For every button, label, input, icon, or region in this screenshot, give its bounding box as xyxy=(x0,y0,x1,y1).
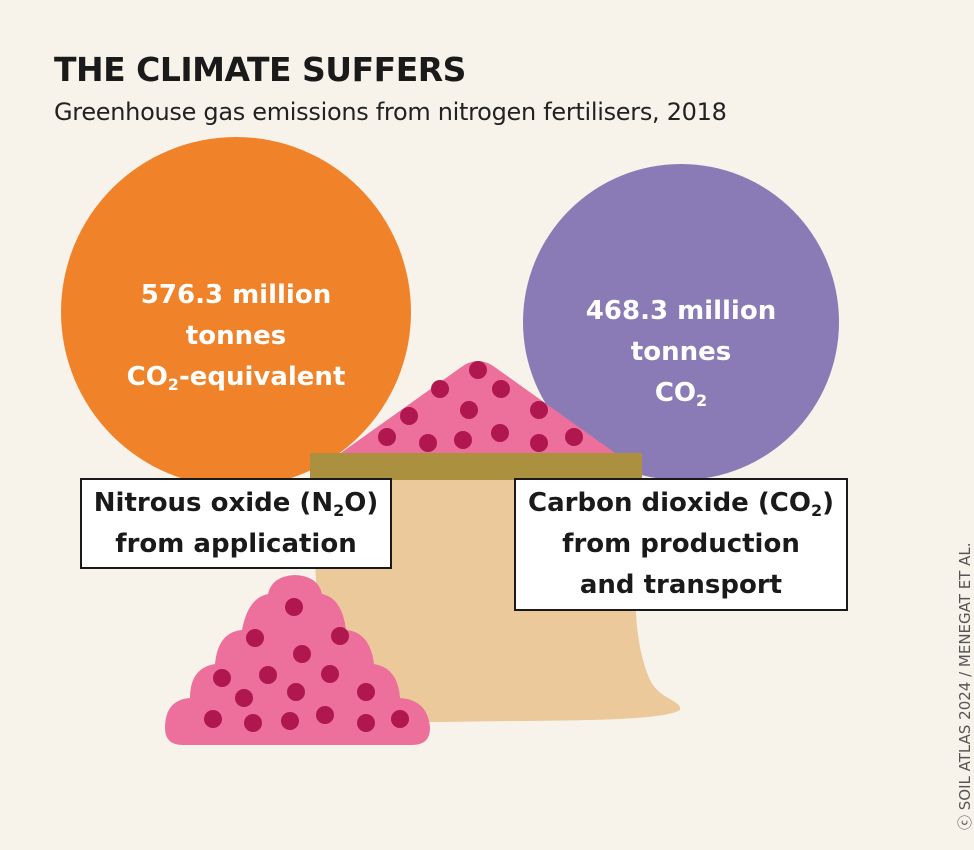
granule-dot xyxy=(331,627,349,645)
granule-dot xyxy=(285,598,303,616)
granule-dot xyxy=(565,428,583,446)
n2o-bubble-value: 576.3 million tonnes CO2-equivalent xyxy=(86,275,386,398)
granule-dot xyxy=(204,710,222,728)
co2-bubble-value: 468.3 million tonnes CO2 xyxy=(531,291,831,414)
co2-label-line1: Carbon dioxide (CO2) xyxy=(528,488,834,520)
co2-unit-line2: CO2 xyxy=(654,378,708,410)
n2o-unit-line2: CO2-equivalent xyxy=(126,362,346,394)
n2o-label-line1: Nitrous oxide (N2O) xyxy=(93,488,379,520)
granule-dot xyxy=(431,380,449,398)
co2-label-line3: and transport xyxy=(579,570,783,600)
granule-dot xyxy=(400,407,418,425)
granule-dot xyxy=(530,401,548,419)
granule-dot xyxy=(357,683,375,701)
co2-label-box: Carbon dioxide (CO2) from production and… xyxy=(514,478,848,611)
granule-dot xyxy=(316,706,334,724)
co2-value-line: 468.3 million xyxy=(585,296,777,326)
granule-dot xyxy=(460,401,478,419)
fertiliser-granules xyxy=(204,361,583,732)
n2o-unit-line: tonnes xyxy=(185,321,287,351)
n2o-value-line: 576.3 million xyxy=(140,280,332,310)
n2o-label-box: Nitrous oxide (N2O) from application xyxy=(80,478,392,569)
n2o-label-line2: from application xyxy=(115,529,357,559)
source-credit: ⓒ SOIL ATLAS 2024 / MENEGAT ET AL. xyxy=(956,542,974,830)
granule-dot xyxy=(378,428,396,446)
granule-dot xyxy=(492,380,510,398)
granule-dot xyxy=(244,714,262,732)
granule-dot xyxy=(454,431,472,449)
granule-dot xyxy=(281,712,299,730)
granule-dot xyxy=(321,665,339,683)
co2-bubble xyxy=(523,164,839,480)
granule-dot xyxy=(469,361,487,379)
bag-band xyxy=(310,453,642,480)
chart-subtitle: Greenhouse gas emissions from nitrogen f… xyxy=(54,98,727,126)
granule-dot xyxy=(287,683,305,701)
co2-unit-line: tonnes xyxy=(630,337,732,367)
granule-dot xyxy=(491,424,509,442)
granule-dot xyxy=(357,714,375,732)
granule-dot xyxy=(213,669,231,687)
granule-dot xyxy=(391,710,409,728)
granule-dot xyxy=(259,666,277,684)
granule-dot xyxy=(419,434,437,452)
granule-dot xyxy=(246,629,264,647)
granule-dot xyxy=(293,645,311,663)
granule-dot xyxy=(235,689,253,707)
co2-label-line2: from production xyxy=(562,529,800,559)
granule-dot xyxy=(530,434,548,452)
n2o-bubble xyxy=(61,137,411,487)
chart-title: THE CLIMATE SUFFERS xyxy=(54,50,466,89)
pile-on-bag xyxy=(338,361,618,455)
